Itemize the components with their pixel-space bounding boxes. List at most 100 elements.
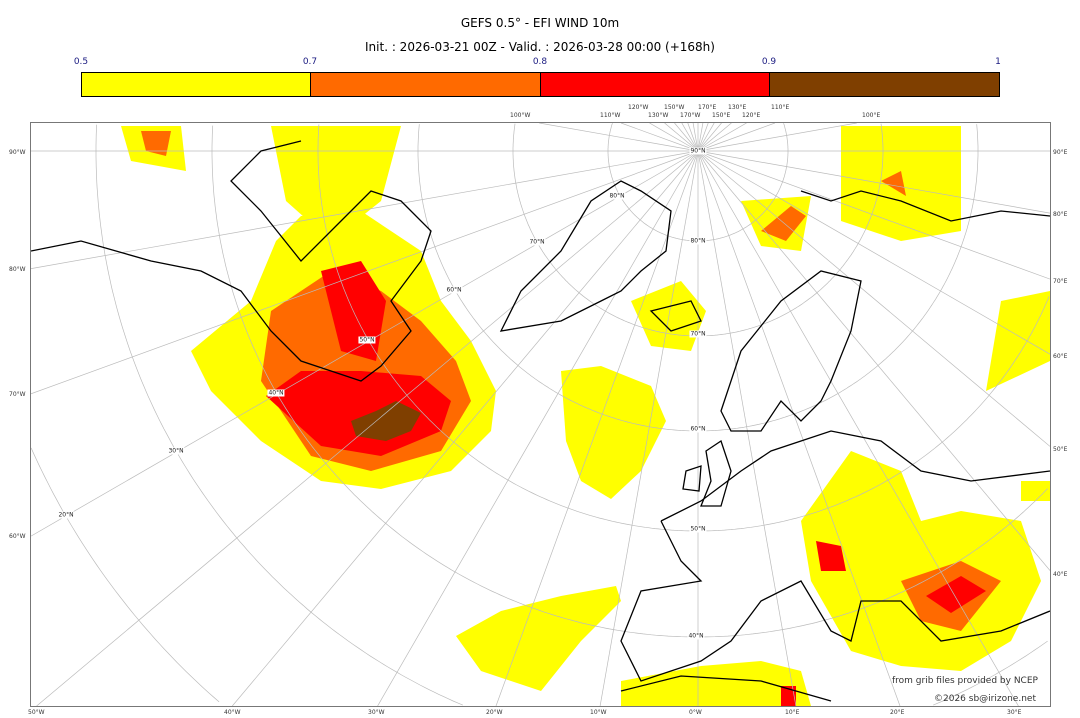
- colorbar-bin: [311, 73, 541, 96]
- lon-label: 70°W: [9, 391, 26, 398]
- lon-label: 40°E: [1053, 571, 1068, 578]
- efi-area: [761, 206, 806, 241]
- lon-label: 90°E: [1053, 149, 1068, 156]
- meridian-line: [36, 150, 699, 706]
- meridian-line: [697, 123, 715, 152]
- parallel-line: [317, 124, 1050, 532]
- parallel-line: [417, 124, 979, 432]
- efi-area: [631, 281, 706, 351]
- meridian-line: [697, 123, 857, 152]
- meridian-line: [31, 150, 699, 537]
- map-canvas: [31, 123, 1050, 706]
- meridian-line: [599, 150, 699, 706]
- meridian-line: [377, 150, 699, 706]
- lon-label: 170°W: [680, 112, 701, 119]
- lon-label: 90°W: [9, 149, 26, 156]
- meridian-line: [687, 123, 699, 152]
- lon-label: 10°W: [590, 709, 607, 716]
- colorbar: [81, 72, 1000, 97]
- lon-label: 20°E: [890, 709, 905, 716]
- coastline-europe: [620, 430, 1050, 682]
- parallel-line: [607, 123, 789, 242]
- lon-label: 130°W: [648, 112, 669, 119]
- coastline-north-africa: [620, 675, 832, 702]
- lon-label: 150°E: [712, 112, 731, 119]
- lon-label: 60°W: [9, 533, 26, 540]
- coastline-british-isles: [682, 439, 732, 507]
- efi-area: [801, 451, 1041, 671]
- meridian-line: [697, 123, 722, 152]
- meridian-line: [620, 123, 699, 152]
- meridian-line: [649, 123, 699, 152]
- coastline-north-america: [31, 140, 432, 382]
- efi-area: [1021, 481, 1050, 501]
- coastline-greenland: [499, 180, 672, 332]
- colorbar-tick: 0.5: [73, 57, 89, 67]
- meridian-line: [31, 150, 699, 269]
- meridian-line: [697, 123, 704, 152]
- lon-label: 70°E: [1053, 278, 1068, 285]
- parallel-line: [95, 124, 463, 706]
- efi-area: [926, 576, 986, 613]
- meridian-line: [697, 150, 901, 706]
- graticule: [31, 123, 1050, 706]
- efi-area: [781, 686, 796, 706]
- parallel-line: [880, 123, 884, 151]
- lon-label: 40°W: [224, 709, 241, 716]
- lon-label: 50°W: [28, 709, 45, 716]
- efi-area: [561, 366, 666, 499]
- parallel-line: [783, 123, 789, 151]
- coastline-scandinavia: [720, 270, 862, 432]
- efi-area: [271, 126, 401, 241]
- lat-label: 90°N: [689, 147, 707, 155]
- meridian-line: [697, 150, 797, 706]
- map-panel: 90°N 80°N 70°N 60°N 50°N 40°N 30°N 20°N …: [30, 122, 1051, 707]
- efi-brown-areas: [351, 401, 421, 441]
- lat-label: 40°N: [267, 389, 285, 397]
- parallel-line: [976, 124, 979, 151]
- lon-label: 20°W: [486, 709, 503, 716]
- lon-label: 150°W: [664, 104, 685, 111]
- chart-subtitle: Init. : 2026-03-21 00Z - Valid. : 2026-0…: [365, 40, 715, 54]
- meridian-line: [495, 150, 699, 706]
- meridian-line: [697, 150, 1050, 355]
- meridian-line: [697, 123, 776, 152]
- lat-label: 70°N: [689, 330, 707, 338]
- lon-label: 100°E: [862, 112, 881, 119]
- data-source-credit: from grib files provided by NCEP: [892, 676, 1038, 686]
- lon-label: 120°E: [742, 112, 761, 119]
- parallel-line: [31, 447, 220, 703]
- lat-label: 60°N: [445, 286, 463, 294]
- coastlines: [31, 140, 1050, 702]
- efi-area: [881, 171, 906, 196]
- efi-area: [816, 541, 846, 571]
- parallel-line: [933, 640, 1048, 706]
- lon-label: 60°E: [1053, 353, 1068, 360]
- colorbar-bin: [82, 73, 312, 96]
- lon-label: 130°E: [728, 104, 747, 111]
- efi-area: [141, 131, 171, 156]
- lat-label: 70°N: [528, 238, 546, 246]
- meridian-line: [697, 123, 747, 152]
- meridian-line: [697, 150, 1050, 571]
- meridian-line: [692, 123, 699, 152]
- meridian-line: [697, 123, 709, 152]
- colorbar-bin: [540, 73, 770, 96]
- lon-label: 120°W: [628, 104, 649, 111]
- lon-label: 170°E: [698, 104, 717, 111]
- lon-label: 0°W: [689, 709, 702, 716]
- lat-label: 80°N: [608, 192, 626, 200]
- efi-area: [986, 291, 1050, 391]
- coastline-russia-arctic: [800, 190, 1050, 222]
- efi-field-layer: [121, 126, 1050, 706]
- efi-area: [351, 401, 421, 441]
- colorbar-bin: [769, 73, 999, 96]
- colorbar-tick: 0.7: [302, 57, 318, 67]
- meridian-line: [31, 150, 699, 395]
- lat-label: 60°N: [689, 425, 707, 433]
- colorbar-tick: 0.8: [532, 57, 548, 67]
- meridian-line: [674, 123, 699, 152]
- lat-label: 30°N: [167, 447, 185, 455]
- lon-label: 80°W: [9, 266, 26, 273]
